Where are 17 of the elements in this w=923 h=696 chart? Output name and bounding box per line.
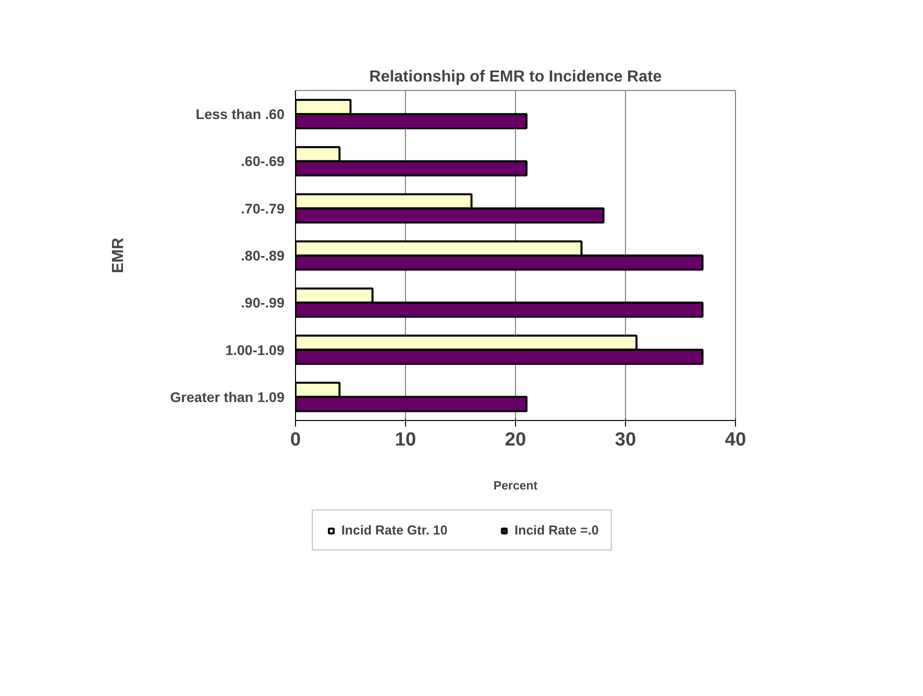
chart-title: Relationship of EMR to Incidence Rate: [369, 68, 662, 86]
legend-label: Incid Rate =.0: [514, 522, 599, 538]
y-tick-label: .80-.89: [240, 248, 285, 264]
legend-label: Incid Rate Gtr. 10: [341, 522, 448, 538]
y-tick-label: 1.00-1.09: [225, 342, 285, 358]
y-tick-label: Greater than 1.09: [170, 388, 285, 405]
y-tick-label: Less than .60: [196, 106, 285, 122]
y-tick-label: .60-.69: [240, 153, 285, 170]
x-tick-label: 20: [504, 430, 526, 450]
x-axis-title: Percent: [493, 478, 538, 492]
y-axis-title: EMR: [110, 237, 128, 274]
x-tick-label: 30: [614, 430, 636, 450]
x-tick-label: 0: [290, 430, 301, 450]
x-tick-label: 10: [394, 430, 416, 450]
y-tick-label: .70-.79: [240, 200, 285, 216]
x-tick-label: 40: [724, 430, 746, 450]
y-tick-label: .90-.99: [240, 294, 285, 311]
